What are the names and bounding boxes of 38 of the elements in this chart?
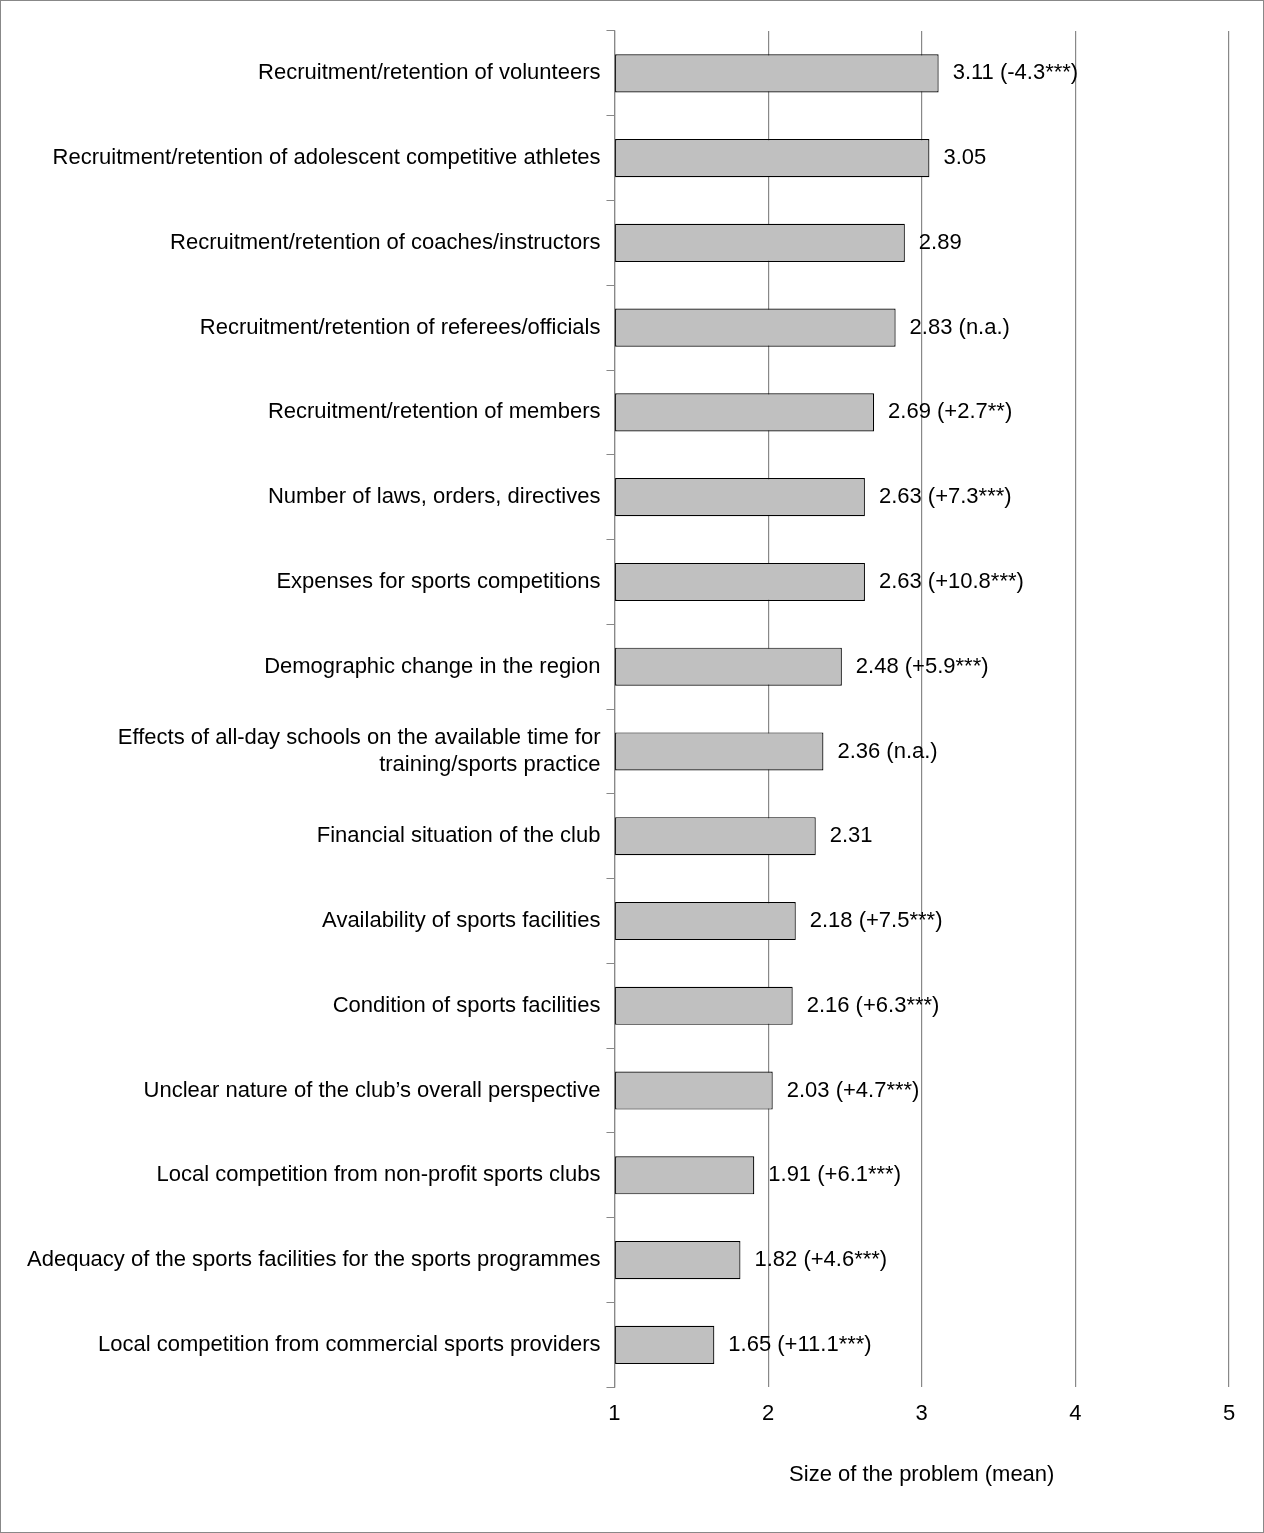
y-tick-label: Condition of sports facilities [332,991,601,1017]
y-tick-label: Local competition from non-profit sports clubs [156,1161,601,1187]
y-tick-label: Recruitment/retention of volunteers [258,59,601,85]
data-label: 2.16 (+6.3***) [806,991,940,1017]
data-label: 1.65 (+11.1***) [728,1330,872,1356]
data-label: 2.63 (+7.3***) [878,483,1012,509]
data-label: 2.03 (+4.7***) [786,1076,920,1102]
y-tick-label: Adequacy of the sports facilities for the sports programmes [27,1246,601,1272]
y-tick-label: Demographic change in the region [264,652,601,678]
y-tick-label: Effects of all-day schools on the available time for training/sports practice [117,724,601,776]
data-label: 2.63 (+10.8***) [878,568,1024,594]
x-axis-title: Size of the problem (mean) [789,1460,1055,1486]
data-label: 2.48 (+5.9***) [855,652,989,678]
y-tick-label: Expenses for sports competitions [276,568,601,594]
x-tick-label: 3 [915,1400,928,1426]
y-tick-label: Recruitment/retention of members [267,398,601,424]
data-label: 3.05 [943,144,987,170]
y-tick-label: Recruitment/retention of coaches/instructors [170,228,601,254]
y-tick-label: Unclear nature of the club’s overall perspective [143,1076,601,1102]
data-label: 2.89 [918,228,962,254]
y-tick-label: Recruitment/retention of adolescent competitive athletes [52,144,601,170]
y-tick-label: Number of laws, orders, directives [267,483,601,509]
y-tick-label: Availability of sports facilities [322,907,601,933]
y-tick-label: Local competition from commercial sports providers [97,1330,601,1356]
data-label: 3.11 (-4.3***) [952,59,1079,85]
x-tick-label: 4 [1069,1400,1082,1426]
y-tick-label: Recruitment/retention of referees/officials [199,313,601,339]
data-label: 2.83 (n.a.) [909,313,1010,339]
data-label: 2.18 (+7.5***) [809,907,943,933]
data-label: 2.69 (+2.7**) [888,398,1013,424]
data-label: 2.36 (n.a.) [837,737,938,763]
x-tick-label: 1 [608,1400,621,1426]
x-tick-label: 5 [1222,1400,1236,1426]
x-tick-label: 2 [761,1400,775,1426]
data-label: 2.31 [829,822,873,848]
y-tick-label: Financial situation of the club [316,822,601,848]
data-label: 1.82 (+4.6***) [754,1246,888,1272]
data-label: 1.91 (+6.1***) [768,1161,901,1187]
